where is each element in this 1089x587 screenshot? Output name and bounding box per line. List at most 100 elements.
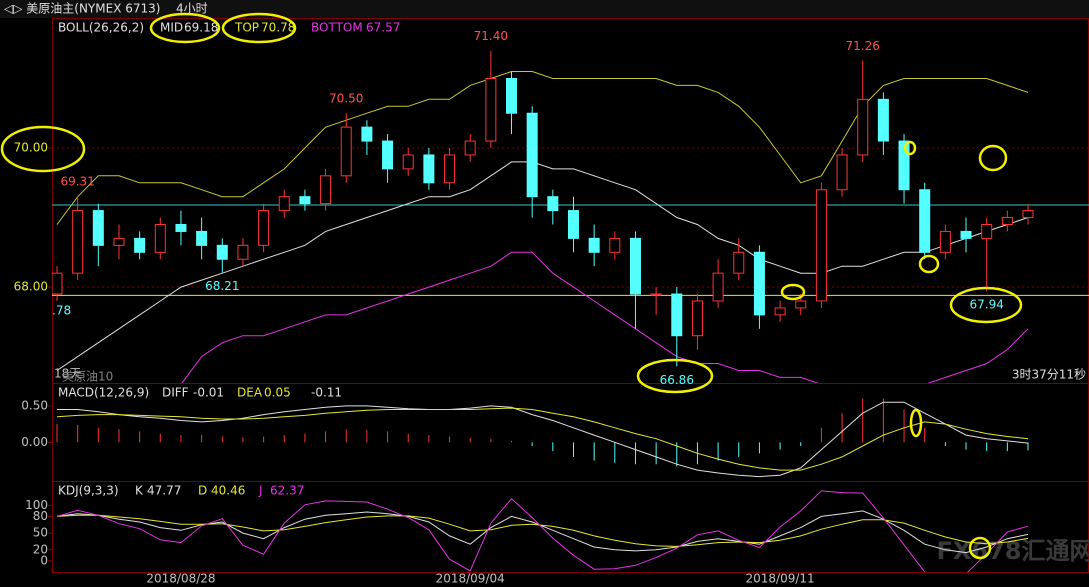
candle-body xyxy=(650,293,662,296)
y-tick-label: 0.00 xyxy=(21,435,48,449)
price-annotation: 67.94 xyxy=(970,298,1004,312)
price-annotation: 68.21 xyxy=(205,279,239,293)
candle-body xyxy=(464,140,476,156)
x-tick-label: 2018/08/28 xyxy=(146,572,215,586)
indicator-line xyxy=(56,161,1029,371)
price-plot xyxy=(52,50,1089,383)
candle-body xyxy=(629,237,641,295)
candle-body xyxy=(258,210,270,246)
candle-body xyxy=(836,154,848,191)
candle-body xyxy=(423,154,435,184)
candle-body xyxy=(216,244,228,260)
dea-value: 0.05 xyxy=(264,386,291,400)
k-label: K xyxy=(135,484,144,498)
y-tick-label: 0 xyxy=(40,553,48,567)
diff-value: -0.01 xyxy=(193,386,224,400)
y-tick-label: 68.00 xyxy=(14,280,48,294)
bottom-value: 67.57 xyxy=(366,21,400,35)
timer: 3时37分11秒 xyxy=(1012,368,1086,382)
candle-body xyxy=(72,210,84,274)
indicator-name: KDJ(9,3,3) xyxy=(58,484,119,498)
candle-body xyxy=(733,251,745,274)
x-tick-label: 2018/09/04 xyxy=(436,572,505,586)
candle-body xyxy=(919,189,931,253)
x-tick-label: 2018/09/11 xyxy=(745,572,814,586)
overlay-note: 18天 xyxy=(54,367,81,381)
candle-body xyxy=(712,272,724,302)
left-note: .78 xyxy=(52,304,71,318)
d-label: D xyxy=(198,484,207,498)
candle-body xyxy=(960,230,972,239)
candle-body xyxy=(175,223,187,232)
y-tick-label: 0.50 xyxy=(21,398,48,412)
candle-body xyxy=(588,237,600,253)
macd-plot xyxy=(56,398,1029,478)
indicator-line xyxy=(56,407,1029,471)
overlay-note: 美原油10 xyxy=(62,370,113,384)
candle-body xyxy=(113,237,125,246)
candle-body xyxy=(898,140,910,191)
candle-body xyxy=(444,154,456,184)
plot-layer: 68.00 70.00 69.31 68.21 70.50 71.40 66.86 71.26… xyxy=(14,21,1089,586)
candle-body xyxy=(547,196,559,212)
candle-body xyxy=(877,98,889,142)
y-tick-label: 70.00 xyxy=(14,141,48,155)
candle-body xyxy=(485,77,497,142)
watermark: FX678汇通网 xyxy=(937,537,1089,565)
y-tick-label: 20 xyxy=(33,542,48,556)
candle-body xyxy=(134,237,146,253)
candle-body xyxy=(609,237,621,253)
candle-body xyxy=(1022,210,1034,219)
candle-body xyxy=(382,140,394,170)
candle-body xyxy=(237,244,249,260)
candle-body xyxy=(320,175,332,205)
y-tick-label: 80 xyxy=(33,509,48,523)
candle-body xyxy=(526,112,538,198)
candle-body xyxy=(567,210,579,239)
price-annotation: 71.40 xyxy=(474,29,508,43)
indicator-line xyxy=(181,251,1029,383)
candle-body xyxy=(340,126,352,177)
kdj-plot xyxy=(56,490,1029,572)
period[interactable]: 4小时 xyxy=(176,2,208,16)
candle-body xyxy=(691,300,703,337)
candle-body xyxy=(196,230,208,246)
candle-body xyxy=(506,77,518,114)
indicator-line xyxy=(56,490,1029,572)
candle-body xyxy=(92,210,104,246)
candle-body xyxy=(402,154,414,170)
y-tick-label: 100 xyxy=(25,498,48,512)
highlight-ellipses xyxy=(0,12,1023,560)
price-annotation: 71.26 xyxy=(846,39,880,53)
candle-body xyxy=(1001,217,1013,225)
j-value: 62.37 xyxy=(270,484,304,498)
price-annotation: 70.50 xyxy=(329,92,363,106)
candle-body xyxy=(939,230,951,253)
top-value: 70.78 xyxy=(261,21,295,35)
indicator-name: BOLL(26,26,2) xyxy=(58,21,144,35)
candle-body xyxy=(361,126,373,142)
candle-body xyxy=(857,98,869,156)
y-tick-label: 50 xyxy=(33,526,48,540)
indicator-line xyxy=(57,401,1029,478)
indicator-name: MACD(12,26,9) xyxy=(58,386,149,400)
candle-body xyxy=(815,189,827,302)
d-value: 40.46 xyxy=(211,484,245,498)
title-bar xyxy=(0,0,1089,18)
top-label: TOP xyxy=(234,21,259,35)
candle-body xyxy=(774,307,786,316)
indicator-line xyxy=(56,510,1029,554)
candle-body xyxy=(671,293,683,337)
instrument-title: ◁▷ 美原油主(NYMEX 6713) xyxy=(3,2,160,16)
mid-value: 69.18 xyxy=(184,21,218,35)
candle-body xyxy=(154,223,166,253)
candle-body xyxy=(299,196,311,205)
bottom-label: BOTTOM xyxy=(311,21,363,35)
k-value: 47.77 xyxy=(147,484,181,498)
mid-label: MID xyxy=(160,21,183,35)
price-annotation: 69.31 xyxy=(60,174,94,188)
candle-body xyxy=(52,272,63,295)
diff-label: DIFF xyxy=(162,386,189,400)
candle-body xyxy=(753,251,765,316)
